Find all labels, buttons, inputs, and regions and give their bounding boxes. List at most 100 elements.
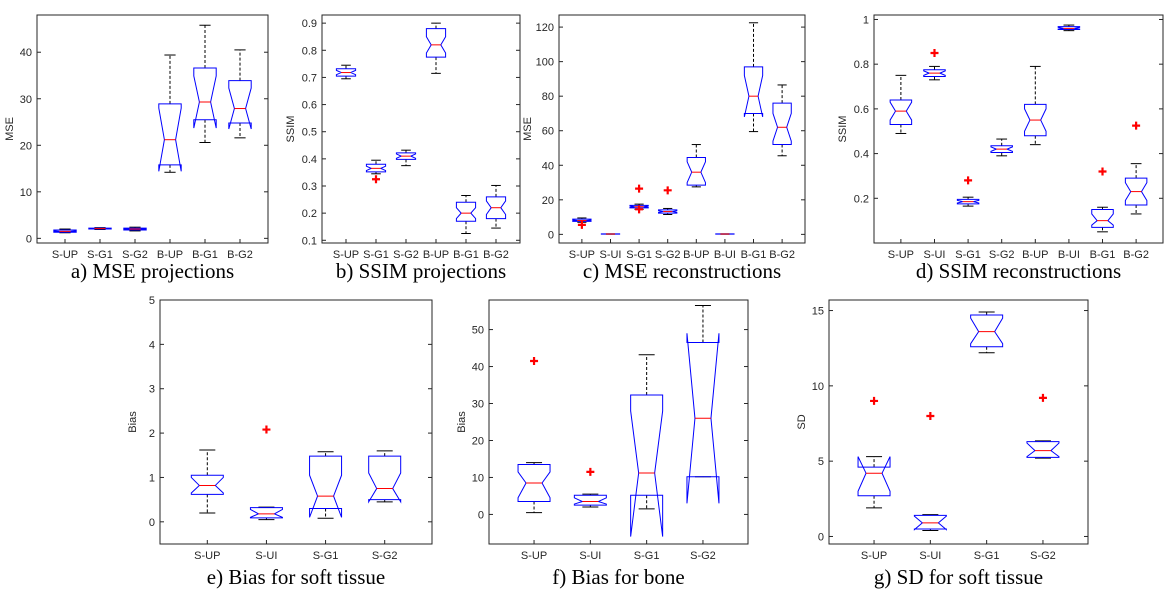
box-b-g2 [1124, 121, 1148, 215]
x-tick-label: S-UI [255, 550, 277, 562]
outlier-marker [1098, 167, 1107, 176]
box-s-up [889, 74, 913, 134]
box-s-ui [573, 467, 607, 508]
x-tick-label: B-G1 [1090, 249, 1116, 261]
box-s-g2 [368, 450, 402, 504]
x-tick-label: S-G2 [655, 249, 681, 261]
x-tick-label: S-UI [919, 550, 941, 562]
x-tick-label: B-UP [423, 249, 449, 261]
outlier-marker [930, 49, 939, 57]
x-tick-label: S-G2 [989, 249, 1015, 261]
box-body [1024, 103, 1047, 137]
chart-caption: c) MSE reconstructions [583, 259, 781, 283]
box-body [309, 455, 343, 518]
chart-panel-5: 0 1 2 3 4 5 Bias e) Bias for soft tissue S-UP S-U… [127, 295, 433, 589]
y-tick-label: 0.4 [854, 149, 869, 161]
y-tick-label: 0.1 [302, 235, 317, 247]
x-tick-label: B-G2 [227, 249, 253, 261]
y-tick-label: 3 [149, 384, 155, 396]
y-tick-label: 20 [472, 435, 484, 447]
box-body [990, 145, 1013, 153]
x-tick-label: S-G1 [974, 550, 1000, 562]
y-tick-label: 30 [20, 94, 32, 106]
y-tick-label: 5 [818, 456, 824, 468]
box-body [53, 229, 77, 233]
box-s-g2 [1026, 393, 1060, 459]
x-tick-label: S-G1 [87, 249, 113, 261]
box-body [1026, 441, 1060, 458]
box-body [1124, 177, 1148, 206]
y-tick-label: 10 [812, 381, 824, 393]
plot-frame [321, 14, 521, 244]
outlier-marker [577, 220, 586, 229]
outlier-marker [870, 396, 879, 405]
x-tick-label: S-UI [599, 249, 621, 261]
box-body [123, 227, 147, 231]
x-tick-label: S-G1 [363, 249, 389, 261]
box-body [573, 494, 607, 506]
y-tick-label: 10 [472, 472, 484, 484]
box-body [228, 80, 252, 130]
box-body [889, 99, 913, 126]
y-tick-label: 0.7 [302, 72, 317, 84]
box-body [956, 198, 980, 205]
box-s-g2 [658, 186, 678, 215]
box-body [913, 514, 947, 531]
y-tick-label: 5 [149, 295, 155, 307]
y-tick-label: 0 [548, 229, 554, 241]
box-body [517, 464, 551, 502]
box-b-up [686, 144, 706, 188]
y-tick-label: 60 [542, 126, 554, 138]
y-tick-label: 0 [818, 531, 824, 543]
x-tick-label: S-G2 [372, 550, 398, 562]
y-tick-label: 10 [20, 187, 32, 199]
box-body [88, 227, 112, 230]
y-axis-label: SSIM [285, 116, 297, 143]
box-body [249, 507, 283, 519]
box-s-g1 [629, 184, 649, 214]
box-b-g1 [1091, 167, 1114, 233]
y-tick-label: 0.9 [302, 18, 317, 30]
y-tick-label: 100 [536, 57, 554, 69]
box-b-g1 [193, 24, 217, 143]
x-tick-label: B-G2 [1123, 249, 1149, 261]
box-body [630, 394, 664, 537]
box-s-g2 [395, 149, 417, 167]
y-tick-label: 0 [26, 233, 32, 245]
box-body [1091, 208, 1114, 228]
y-tick-label: 1 [863, 14, 869, 26]
box-b-ui [1057, 24, 1081, 32]
x-tick-label: B-G1 [741, 249, 767, 261]
box-b-up [158, 54, 182, 173]
outlier-marker [1132, 121, 1141, 130]
plot-frame [159, 299, 433, 545]
box-body [923, 69, 946, 77]
box-s-up [572, 217, 592, 229]
box-body [158, 103, 182, 172]
box-s-up [517, 357, 551, 514]
box-s-g1 [956, 176, 980, 207]
box-b-g2 [228, 49, 252, 139]
y-axis-label: MSE [4, 117, 16, 141]
chart-panel-4: 0.2 0.4 0.6 0.8 1 SSIM d) SSIM reconstructions… [837, 14, 1164, 283]
box-body [368, 455, 402, 504]
y-tick-label: 80 [542, 91, 554, 103]
plot-frame [558, 14, 806, 244]
y-tick-label: 15 [812, 306, 824, 318]
y-tick-label: 20 [542, 195, 554, 207]
x-tick-label: S-G2 [1030, 550, 1056, 562]
plot-frame [36, 14, 269, 244]
chart-panel-6: 0 10 20 30 40 50 Bias f) Bias for bone S-UP S-UI S… [456, 299, 749, 589]
x-tick-label: S-G1 [634, 550, 660, 562]
box-body [1057, 26, 1081, 31]
x-tick-label: S-G2 [122, 249, 148, 261]
x-tick-label: B-UP [157, 249, 183, 261]
x-tick-label: S-G1 [626, 249, 652, 261]
y-tick-label: 0.4 [302, 154, 317, 166]
y-tick-label: 40 [20, 47, 32, 59]
box-body [970, 314, 1004, 348]
x-tick-label: B-G2 [483, 249, 509, 261]
box-body [658, 209, 678, 214]
